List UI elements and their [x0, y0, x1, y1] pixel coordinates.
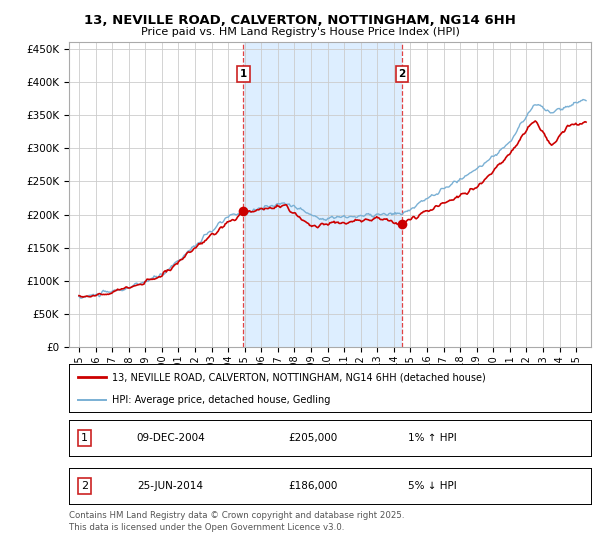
Text: 5% ↓ HPI: 5% ↓ HPI — [409, 481, 457, 491]
Text: 2: 2 — [398, 69, 406, 79]
Text: 09-DEC-2004: 09-DEC-2004 — [137, 433, 206, 443]
Text: 1: 1 — [240, 69, 247, 79]
Text: £186,000: £186,000 — [288, 481, 338, 491]
Text: £205,000: £205,000 — [288, 433, 337, 443]
Text: 2: 2 — [81, 481, 88, 491]
Text: Price paid vs. HM Land Registry's House Price Index (HPI): Price paid vs. HM Land Registry's House … — [140, 27, 460, 37]
Text: 13, NEVILLE ROAD, CALVERTON, NOTTINGHAM, NG14 6HH (detached house): 13, NEVILLE ROAD, CALVERTON, NOTTINGHAM,… — [112, 372, 485, 382]
Text: HPI: Average price, detached house, Gedling: HPI: Average price, detached house, Gedl… — [112, 395, 330, 405]
Text: 25-JUN-2014: 25-JUN-2014 — [137, 481, 203, 491]
Text: 13, NEVILLE ROAD, CALVERTON, NOTTINGHAM, NG14 6HH: 13, NEVILLE ROAD, CALVERTON, NOTTINGHAM,… — [84, 14, 516, 27]
Text: Contains HM Land Registry data © Crown copyright and database right 2025.
This d: Contains HM Land Registry data © Crown c… — [69, 511, 404, 531]
Text: 1% ↑ HPI: 1% ↑ HPI — [409, 433, 457, 443]
Text: 1: 1 — [81, 433, 88, 443]
